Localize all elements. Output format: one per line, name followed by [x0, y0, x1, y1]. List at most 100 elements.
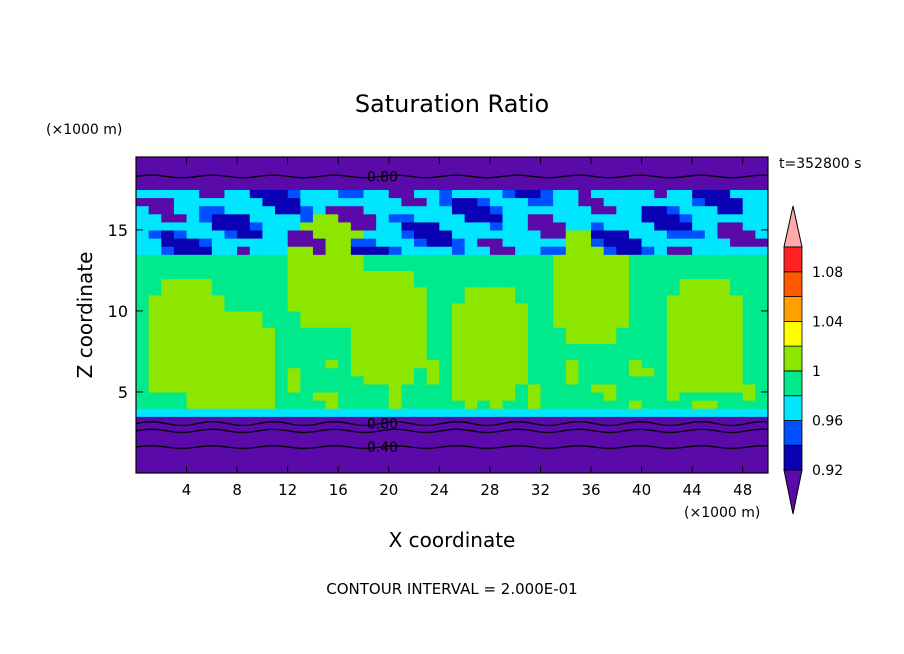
field-cell [489, 319, 504, 328]
field-cell [755, 416, 768, 425]
field-cell [312, 278, 327, 288]
field-cell [148, 310, 162, 320]
field-cell [603, 408, 617, 417]
field-cell [325, 229, 339, 239]
field-cell [464, 416, 478, 425]
field-cell [363, 205, 377, 215]
field-cell [692, 286, 706, 296]
field-cell [148, 157, 162, 166]
field-cell [262, 367, 276, 377]
field-cell [515, 367, 529, 377]
field-cell [300, 246, 314, 255]
field-cell [186, 335, 200, 344]
field-cell [363, 165, 377, 174]
field-cell [237, 181, 251, 191]
field-cell [654, 351, 668, 361]
field-cell [186, 302, 200, 312]
field-cell [211, 400, 226, 409]
field-cell [401, 302, 415, 312]
field-cell [275, 424, 289, 434]
field-cell [742, 327, 756, 336]
x-tick-label: 4 [182, 481, 192, 499]
field-cell [275, 351, 289, 361]
x-tick-label: 32 [531, 481, 550, 499]
field-cell [363, 375, 377, 385]
field-cell [628, 327, 643, 336]
field-cell [452, 197, 466, 207]
field-cell [742, 262, 756, 272]
field-cell [363, 359, 377, 369]
field-cell [603, 197, 617, 207]
field-cell [237, 189, 251, 199]
field-cell [666, 254, 681, 263]
field-cell [237, 197, 251, 207]
field-cell [452, 456, 466, 466]
field-cell [312, 294, 327, 304]
field-cell [464, 383, 478, 393]
field-cell [199, 375, 213, 385]
field-cell [742, 359, 756, 369]
field-cell [502, 270, 516, 280]
field-cell [654, 335, 668, 344]
field-cell [679, 213, 693, 223]
field-cell [249, 213, 263, 223]
field-cell [515, 310, 529, 320]
field-cell [641, 440, 655, 450]
field-cell [679, 229, 693, 239]
field-cell [388, 262, 403, 272]
field-cell [452, 400, 466, 409]
field-cell [376, 165, 390, 174]
x-unit-label: (×1000 m) [684, 505, 760, 521]
field-cell [161, 416, 175, 425]
field-cell [515, 189, 529, 199]
colorbar-segment [783, 246, 803, 273]
field-cell [603, 286, 617, 296]
field-cell [199, 173, 213, 182]
field-cell [148, 448, 162, 458]
field-cell [312, 229, 327, 239]
field-cell [452, 302, 466, 312]
field-cell [704, 270, 719, 280]
field-cell [136, 351, 150, 361]
field-cell [325, 262, 339, 272]
field-cell [666, 262, 681, 272]
field-cell [199, 213, 213, 223]
field-cell [679, 286, 693, 296]
field-cell [502, 351, 516, 361]
field-cell [692, 367, 706, 377]
field-cell [312, 221, 327, 231]
field-cell [262, 400, 276, 409]
colorbar-min-arrow [783, 469, 803, 515]
field-cell [477, 391, 491, 401]
field-cell [186, 181, 200, 191]
field-cell [401, 383, 415, 393]
field-cell [136, 302, 150, 312]
field-cell [641, 246, 655, 255]
field-cell [199, 440, 213, 450]
field-cell [742, 229, 756, 239]
field-cell [148, 335, 162, 344]
field-cell [237, 343, 251, 353]
field-cell [717, 278, 731, 288]
field-cell [224, 246, 238, 255]
field-cell [704, 383, 719, 393]
field-cell [527, 197, 542, 207]
field-cell [249, 302, 263, 312]
field-cell [376, 221, 390, 231]
field-cell [755, 343, 768, 353]
field-cell [591, 383, 605, 393]
field-cell [603, 238, 617, 247]
field-cell [641, 327, 655, 336]
field-cell [376, 181, 390, 191]
field-cell [515, 432, 529, 442]
field-cell [388, 416, 403, 425]
field-cell [388, 278, 403, 288]
field-cell [275, 278, 289, 288]
field-cell [262, 440, 276, 450]
field-cell [477, 456, 491, 466]
field-cell [186, 367, 200, 377]
field-cell [692, 173, 706, 182]
field-cell [616, 229, 630, 239]
field-cell [439, 343, 453, 353]
field-cell [742, 270, 756, 280]
